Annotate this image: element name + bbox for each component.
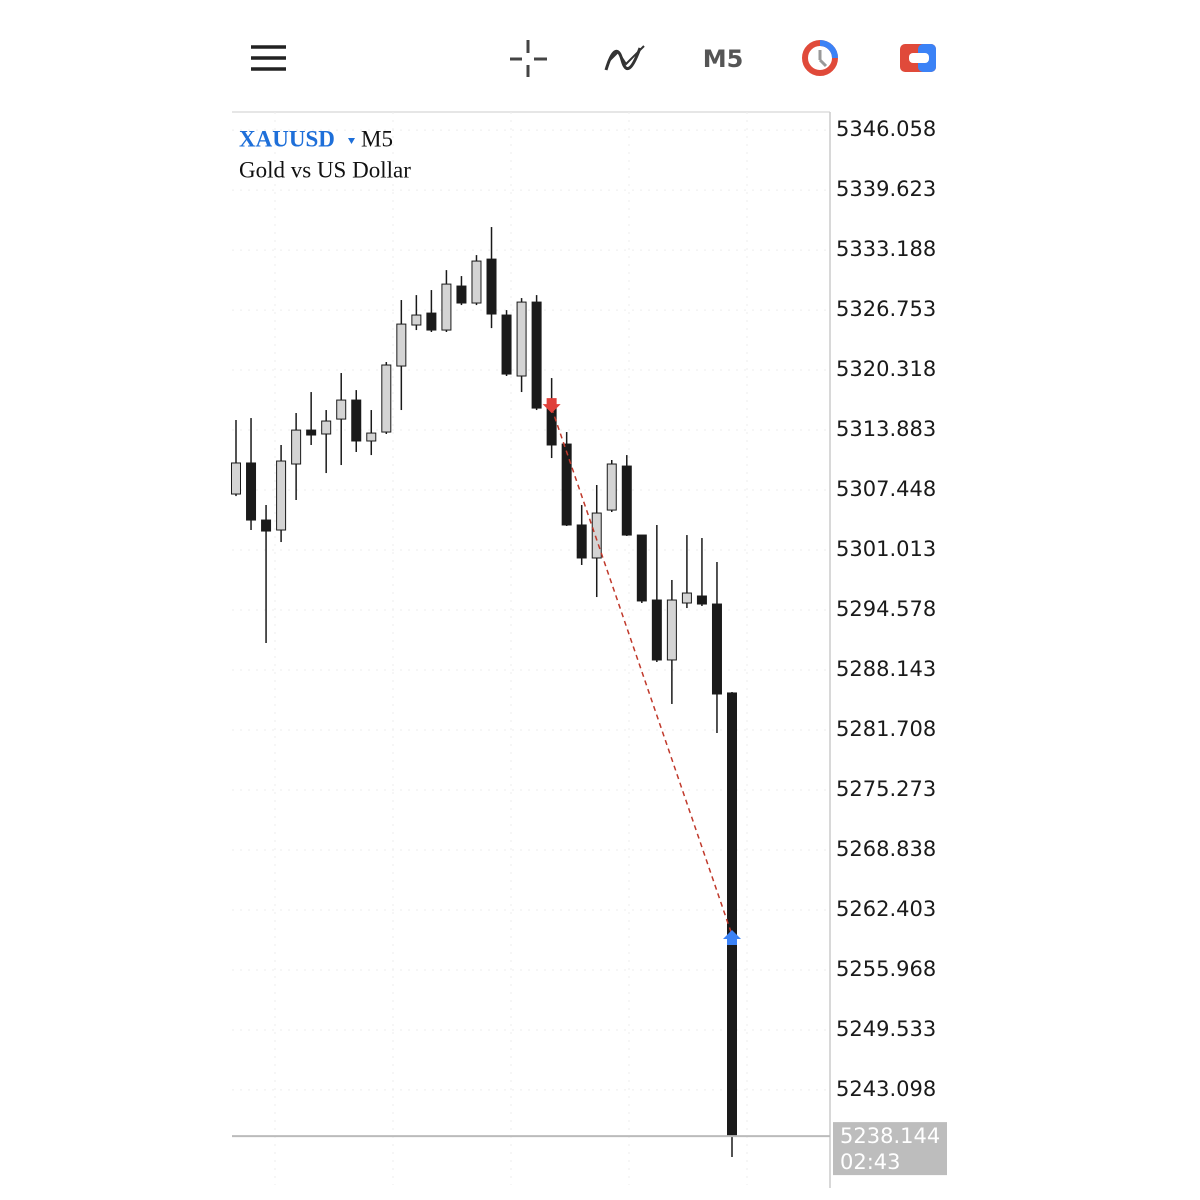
y-tick-label: 5262.403 [836,897,936,921]
candle-body [516,301,527,377]
crosshair-button[interactable] [510,40,547,77]
candle-body [666,599,677,661]
candle-body [501,314,512,375]
candle-body [336,399,347,420]
y-tick-label: 5288.143 [836,657,936,681]
menu-button[interactable] [251,45,286,71]
candle-body [456,285,467,304]
candle-body [276,460,287,531]
y-tick-label: 5320.318 [836,357,936,381]
symbol-dropdown[interactable] [348,138,355,144]
y-tick-label: 5268.838 [836,837,936,861]
account-button[interactable] [900,44,936,72]
y-tick-label: 5281.708 [836,717,936,741]
candle-body [486,258,497,315]
trade-line [550,407,733,936]
candle-body [606,463,617,511]
candle-body [291,429,302,465]
candle-body [621,465,632,536]
y-tick-label: 5255.968 [836,957,936,981]
candle-body [306,429,317,436]
last-price-box [833,1122,947,1176]
candle-body [561,443,572,526]
y-tick-label: 5275.273 [836,777,936,801]
y-tick-label: 5346.058 [836,117,936,141]
trade-button[interactable] [802,40,838,76]
subtitle: Gold vs US Dollar [239,157,411,182]
grid [232,112,830,1185]
last-time-label: 02:43 [840,1150,901,1174]
y-tick-label: 5243.098 [836,1077,936,1101]
candle-body [531,301,542,409]
candle-body [576,524,587,559]
last-price-label: 5238.144 [840,1124,940,1148]
symbol[interactable]: XAUUSD [239,126,335,151]
candle-body [681,592,692,604]
candle-body [651,599,662,661]
y-tick-label: 5333.188 [836,237,936,261]
y-tick-label: 5339.623 [836,177,936,201]
candle-body [696,595,707,605]
candle-body [321,420,332,435]
y-tick-label: 5249.533 [836,1017,936,1041]
candle-body [546,407,557,446]
y-tick-label: 5313.883 [836,417,936,441]
y-tick-label: 5301.013 [836,537,936,561]
candle-body [396,323,407,367]
plot [231,227,741,1157]
candle-body [246,462,257,521]
chart-timeframe: M5 [361,126,393,151]
trade-marker [542,398,561,414]
y-tick-label: 5307.448 [836,477,936,501]
candle-body [441,283,452,331]
y-tick-label: 5326.753 [836,297,936,321]
candle-body [351,399,362,442]
candle-body [727,692,737,1137]
candle-body [411,314,422,326]
candle-body [366,432,377,442]
y-tick-label: 5294.578 [836,597,936,621]
candle-body [711,603,722,695]
candle-body [591,512,602,559]
candle-body [471,260,482,304]
candle-body [426,312,437,331]
candle-body [261,519,272,532]
candle-body [636,534,647,602]
candle-body [381,364,392,433]
candle-body [231,462,241,495]
indicators-button[interactable] [604,45,645,71]
timeframe-button[interactable]: M5 [703,45,744,73]
trade-marker [723,929,741,945]
